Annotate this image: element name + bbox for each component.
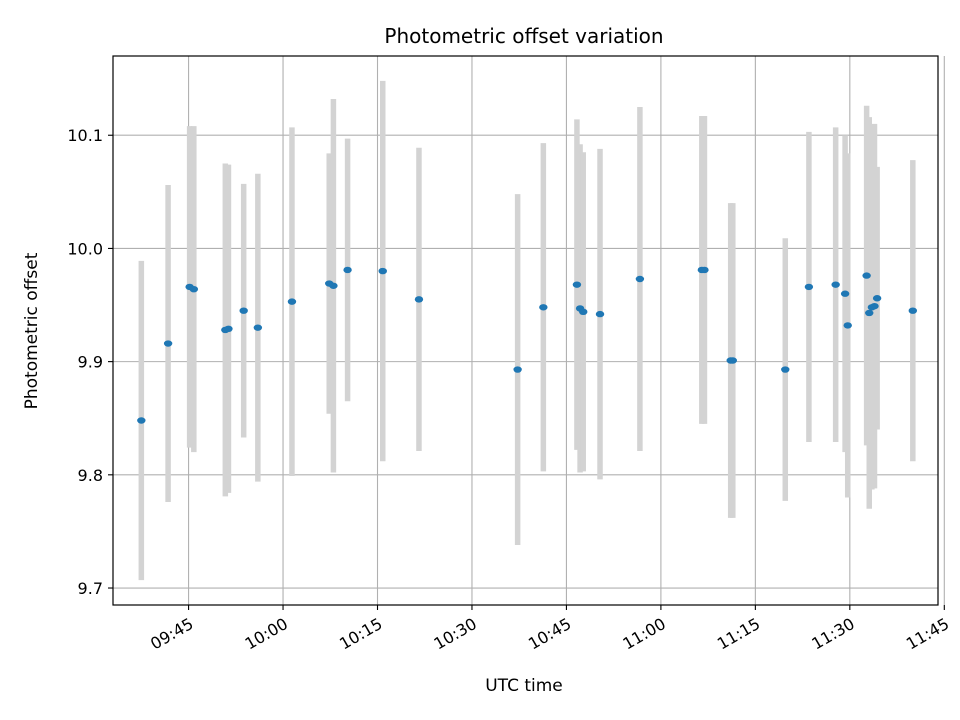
y-axis-title: Photometric offset bbox=[22, 252, 42, 409]
data-point bbox=[870, 302, 879, 310]
data-point bbox=[163, 340, 173, 347]
grid-layer bbox=[113, 56, 945, 605]
data-point bbox=[840, 290, 850, 297]
data-point bbox=[224, 325, 233, 333]
x-axis-title: UTC time bbox=[485, 676, 563, 696]
data-point bbox=[872, 295, 882, 302]
data-point bbox=[781, 366, 790, 373]
data-point bbox=[831, 281, 840, 288]
data-point bbox=[579, 308, 588, 316]
data-point bbox=[865, 309, 874, 317]
data-point bbox=[189, 285, 199, 293]
plot-frame bbox=[112, 55, 939, 606]
chart-title: Photometric offset variation bbox=[384, 24, 663, 48]
data-point bbox=[539, 304, 548, 311]
data-point bbox=[635, 275, 645, 283]
data-point bbox=[728, 357, 737, 364]
data-point bbox=[804, 283, 814, 291]
y-tick-label: 9.9 bbox=[78, 353, 103, 372]
data-point bbox=[137, 417, 146, 424]
y-tick-label: 10.1 bbox=[67, 126, 103, 145]
y-tick-label: 9.7 bbox=[78, 579, 103, 598]
data-point bbox=[253, 324, 263, 331]
data-point bbox=[595, 310, 605, 318]
data-point bbox=[329, 282, 338, 289]
data-point bbox=[414, 296, 424, 303]
data-point bbox=[908, 307, 918, 314]
y-tick-label: 10.0 bbox=[67, 239, 103, 258]
data-point bbox=[700, 266, 709, 274]
point-layer bbox=[137, 266, 918, 424]
data-point bbox=[513, 366, 522, 373]
data-point bbox=[287, 298, 297, 305]
y-tick-label: 9.8 bbox=[78, 466, 103, 485]
data-point bbox=[378, 267, 387, 275]
data-point bbox=[843, 322, 852, 329]
data-point bbox=[343, 266, 352, 274]
data-point bbox=[862, 272, 871, 279]
data-point bbox=[572, 281, 582, 288]
data-point bbox=[239, 307, 248, 314]
